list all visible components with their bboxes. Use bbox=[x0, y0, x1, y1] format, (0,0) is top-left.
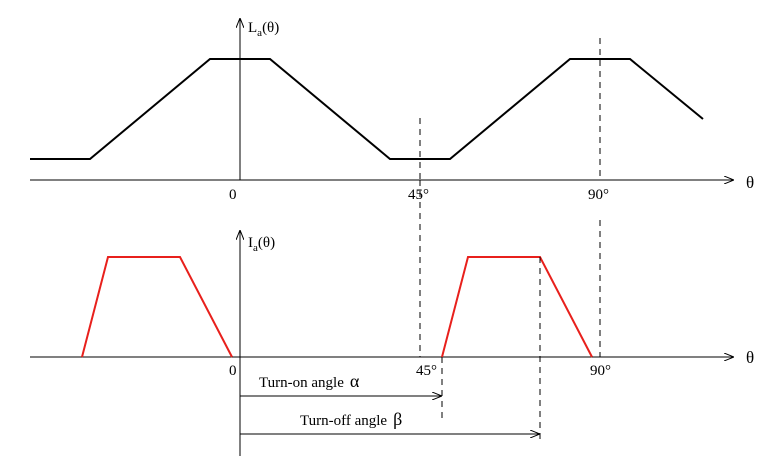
bottom-xlabel: θ bbox=[746, 348, 754, 367]
current-plot: Ia(θ) θ 0 45° 90° Turn-on angle α Turn-of… bbox=[30, 180, 754, 456]
bottom-ylabel: Ia(θ) bbox=[248, 235, 275, 254]
top-tick-45: 45° bbox=[408, 187, 429, 203]
top-tick-90: 90° bbox=[588, 187, 609, 203]
turn-off-label: Turn-off angle β bbox=[300, 409, 402, 429]
bottom-tick-0: 0 bbox=[229, 363, 237, 379]
inductance-curve bbox=[30, 58, 704, 160]
top-ylabel: La(θ) bbox=[248, 20, 279, 39]
current-pulse-1 bbox=[81, 256, 233, 358]
top-xlabel: θ bbox=[746, 173, 754, 192]
inductance-plot: La(θ) θ 0 45° 90° bbox=[30, 19, 754, 203]
top-tick-0: 0 bbox=[229, 187, 237, 203]
bottom-tick-45: 45° bbox=[416, 363, 437, 379]
turn-on-label: Turn-on angle α bbox=[259, 371, 360, 391]
bottom-tick-90: 90° bbox=[590, 363, 611, 379]
current-pulse-2 bbox=[441, 256, 593, 358]
